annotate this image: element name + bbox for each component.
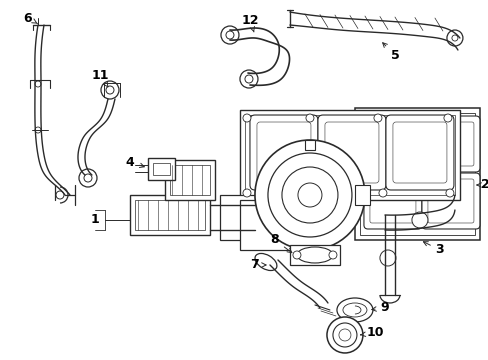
Circle shape bbox=[292, 251, 300, 259]
Polygon shape bbox=[305, 140, 314, 150]
FancyBboxPatch shape bbox=[427, 122, 473, 166]
Circle shape bbox=[328, 251, 336, 259]
Polygon shape bbox=[354, 108, 479, 240]
Circle shape bbox=[443, 114, 451, 122]
FancyBboxPatch shape bbox=[392, 122, 446, 183]
Circle shape bbox=[106, 86, 114, 94]
FancyBboxPatch shape bbox=[249, 115, 317, 190]
FancyBboxPatch shape bbox=[363, 116, 421, 172]
Polygon shape bbox=[148, 158, 175, 180]
Circle shape bbox=[445, 189, 453, 197]
Polygon shape bbox=[289, 245, 339, 265]
FancyBboxPatch shape bbox=[317, 115, 385, 190]
Ellipse shape bbox=[342, 303, 366, 317]
FancyBboxPatch shape bbox=[369, 122, 415, 166]
Polygon shape bbox=[130, 195, 209, 235]
FancyBboxPatch shape bbox=[427, 179, 473, 223]
Text: 10: 10 bbox=[360, 327, 383, 339]
Ellipse shape bbox=[296, 247, 332, 263]
Circle shape bbox=[243, 189, 250, 197]
Circle shape bbox=[282, 167, 337, 223]
Circle shape bbox=[446, 30, 462, 46]
Circle shape bbox=[35, 81, 41, 87]
FancyBboxPatch shape bbox=[363, 173, 421, 229]
Ellipse shape bbox=[336, 298, 372, 322]
FancyBboxPatch shape bbox=[256, 122, 310, 183]
Circle shape bbox=[338, 329, 350, 341]
Circle shape bbox=[221, 26, 239, 44]
Circle shape bbox=[373, 114, 381, 122]
Polygon shape bbox=[240, 200, 299, 250]
Circle shape bbox=[326, 317, 362, 353]
Text: 12: 12 bbox=[241, 14, 258, 32]
Text: 7: 7 bbox=[250, 258, 265, 271]
Polygon shape bbox=[354, 185, 369, 205]
Circle shape bbox=[84, 174, 92, 182]
Text: 5: 5 bbox=[382, 43, 399, 62]
Circle shape bbox=[240, 70, 258, 88]
Circle shape bbox=[451, 35, 457, 41]
Polygon shape bbox=[164, 160, 215, 200]
Circle shape bbox=[79, 169, 97, 187]
FancyBboxPatch shape bbox=[421, 173, 479, 229]
Circle shape bbox=[101, 81, 119, 99]
Circle shape bbox=[35, 127, 41, 133]
Text: 2: 2 bbox=[476, 179, 488, 192]
Ellipse shape bbox=[254, 253, 276, 270]
Circle shape bbox=[225, 31, 233, 39]
Circle shape bbox=[379, 250, 395, 266]
Circle shape bbox=[254, 140, 364, 250]
FancyBboxPatch shape bbox=[385, 115, 453, 190]
Text: 8: 8 bbox=[270, 234, 291, 253]
Polygon shape bbox=[220, 195, 260, 240]
Circle shape bbox=[244, 75, 252, 83]
Circle shape bbox=[332, 323, 356, 347]
Text: 11: 11 bbox=[91, 68, 108, 87]
Circle shape bbox=[243, 114, 250, 122]
Circle shape bbox=[305, 114, 313, 122]
Circle shape bbox=[310, 189, 318, 197]
Text: 3: 3 bbox=[423, 242, 443, 256]
Circle shape bbox=[56, 191, 64, 199]
FancyBboxPatch shape bbox=[421, 116, 479, 172]
Text: 1: 1 bbox=[90, 213, 99, 226]
Polygon shape bbox=[240, 110, 459, 200]
Text: 6: 6 bbox=[23, 12, 38, 24]
FancyBboxPatch shape bbox=[325, 122, 378, 183]
Text: 4: 4 bbox=[125, 156, 144, 168]
Text: 9: 9 bbox=[371, 301, 388, 315]
Circle shape bbox=[411, 212, 427, 228]
Circle shape bbox=[378, 189, 386, 197]
FancyBboxPatch shape bbox=[369, 179, 415, 223]
Circle shape bbox=[297, 183, 321, 207]
Circle shape bbox=[267, 153, 351, 237]
